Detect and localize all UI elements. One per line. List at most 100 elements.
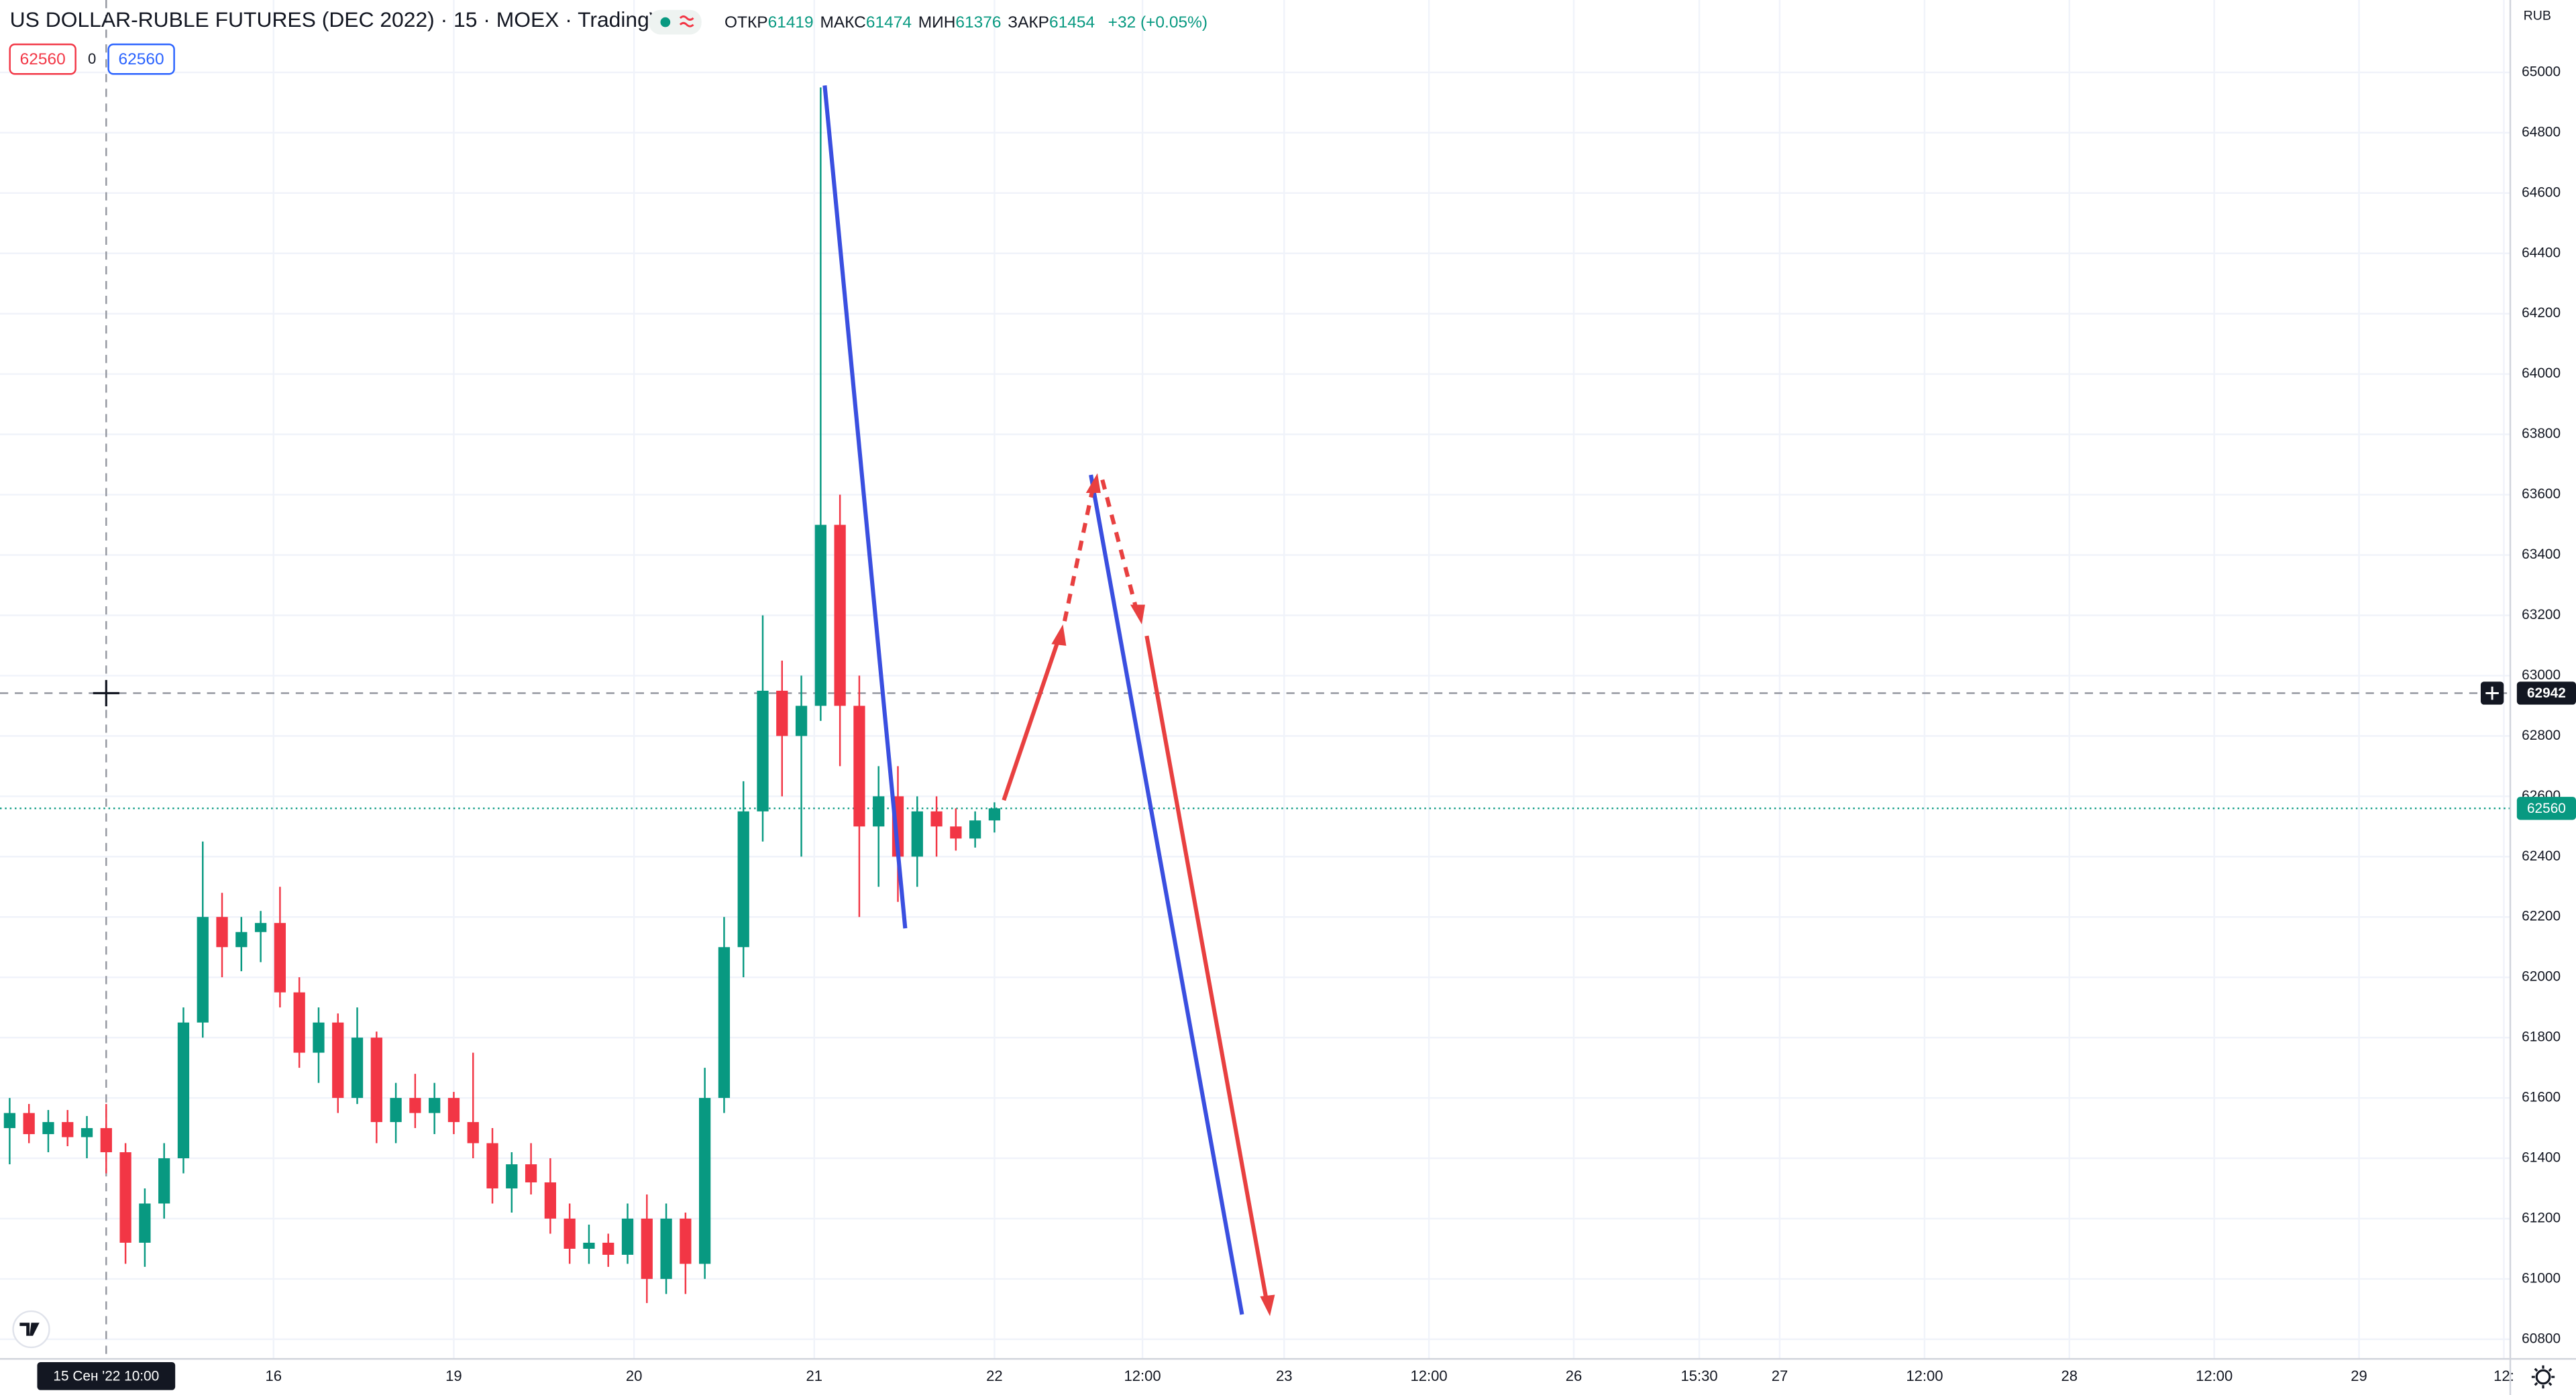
candle-body	[834, 524, 846, 706]
candle-body	[795, 706, 808, 736]
candle-body	[699, 1098, 711, 1264]
legend: ОТКР 61419 МАКС 61474 МИН 61376 ЗАКР 61454 +32 (…	[724, 13, 1208, 32]
candle-body	[313, 1022, 325, 1053]
y-tick-label: 62400	[2522, 848, 2561, 864]
candle-body	[447, 1098, 460, 1123]
y-tick-label: 61600	[2522, 1090, 2561, 1105]
candle-body	[873, 796, 885, 827]
candle-body	[429, 1098, 441, 1113]
candle-body	[583, 1242, 595, 1249]
candle-body	[776, 690, 788, 736]
crosshair-time-box	[37, 1362, 176, 1390]
candle-body	[62, 1122, 74, 1137]
candle-body	[409, 1098, 421, 1113]
candle-body	[718, 947, 731, 1099]
candle-body	[757, 690, 769, 812]
candle-body	[351, 1038, 364, 1099]
status-pill	[649, 9, 702, 35]
candle-body	[370, 1038, 382, 1123]
buy-button[interactable]	[107, 43, 175, 75]
y-tick-label: 61400	[2522, 1150, 2561, 1166]
candle-body	[3, 1113, 16, 1129]
spread: 0	[88, 50, 96, 67]
labels: 60800 61000 61200 61400 61600 61800 62000 62200…	[37, 64, 2576, 1390]
status-icon	[679, 15, 694, 27]
candle-body	[911, 811, 923, 857]
x-tick-label: 19	[445, 1368, 462, 1384]
settings-icon-rays	[2531, 1365, 2555, 1389]
status-dot	[660, 17, 671, 27]
legend-value: 61474	[866, 13, 912, 32]
candle-body	[80, 1128, 93, 1137]
y-tick-label: 61800	[2522, 1029, 2561, 1045]
y-tick-label: 64800	[2522, 124, 2561, 140]
x-tick-label: 16	[266, 1368, 282, 1384]
arrow-head	[1085, 473, 1101, 493]
legend-value: 61419	[768, 13, 814, 32]
x-tick-label: 15:30	[1681, 1368, 1718, 1384]
candle-body	[930, 811, 943, 827]
x-tick-label: 21	[806, 1368, 823, 1384]
sell-button[interactable]	[9, 43, 76, 75]
chart-title: US DOLLAR-RUBLE FUTURES (DEC 2022) · 15 …	[10, 7, 696, 32]
candle-body	[525, 1164, 537, 1183]
candle-body	[486, 1143, 498, 1188]
candle-body	[544, 1182, 557, 1219]
candle-body	[254, 923, 267, 932]
last-price-label: 62560	[2527, 801, 2566, 816]
candle-body	[235, 932, 248, 948]
candle-body	[680, 1218, 692, 1264]
y-tick-label: 62200	[2522, 909, 2561, 924]
candle-body	[621, 1218, 634, 1255]
drawings	[822, 85, 1275, 1317]
candle-body	[988, 808, 1001, 821]
candle-body	[42, 1122, 54, 1135]
y-tick-label: 63400	[2522, 547, 2561, 562]
candle-body	[564, 1218, 576, 1249]
x-tick-label: 27	[1772, 1368, 1788, 1384]
x-tick-label: 12:00	[2196, 1368, 2233, 1384]
candle-body	[641, 1218, 653, 1279]
y-tick-label: 61000	[2522, 1270, 2561, 1286]
candle-body	[737, 811, 749, 948]
candle-body	[216, 917, 228, 948]
legend-label: ОТКР	[724, 13, 768, 32]
y-tick-label: 64000	[2522, 366, 2561, 381]
x-tick-label: 12:00	[1411, 1368, 1448, 1384]
legend-label: ЗАКР	[1008, 13, 1049, 32]
trend-line	[822, 85, 908, 929]
arrow-line	[1100, 479, 1139, 612]
last-price-box	[2516, 797, 2576, 820]
crosshair-price-label: 62942	[2527, 685, 2566, 701]
logo-mark	[19, 1323, 40, 1336]
x-tick-label: 12:00	[1124, 1368, 1161, 1384]
candle-body	[139, 1203, 151, 1243]
candle-body	[158, 1158, 170, 1204]
candle-body	[119, 1152, 131, 1243]
legend-value: 61376	[955, 13, 1001, 32]
settings-icon[interactable]	[2535, 1369, 2551, 1385]
y-tick-label: 63000	[2522, 667, 2561, 683]
candle-body	[293, 992, 305, 1053]
arrow-head	[1051, 624, 1067, 646]
candle-body	[177, 1022, 190, 1159]
candle-body	[602, 1242, 614, 1255]
x-tick-label: 29	[2351, 1368, 2367, 1384]
trend-line	[1089, 474, 1244, 1315]
y-tick-label: 60800	[2522, 1331, 2561, 1346]
y-tick-label: 64400	[2522, 245, 2561, 260]
y-tick-label: 61200	[2522, 1210, 2561, 1225]
y-tick-label: 63600	[2522, 486, 2561, 502]
x-tick-label: 20	[626, 1368, 643, 1384]
x-tick-label: 26	[1566, 1368, 1582, 1384]
crosshair-cursor	[93, 679, 119, 707]
candle-body	[274, 923, 286, 993]
y-tick-label: 64200	[2522, 305, 2561, 321]
x-tick-label: 22	[986, 1368, 1003, 1384]
arrow-line	[1002, 635, 1062, 801]
arrow-line	[1144, 635, 1269, 1302]
arrow-line	[1062, 489, 1095, 622]
